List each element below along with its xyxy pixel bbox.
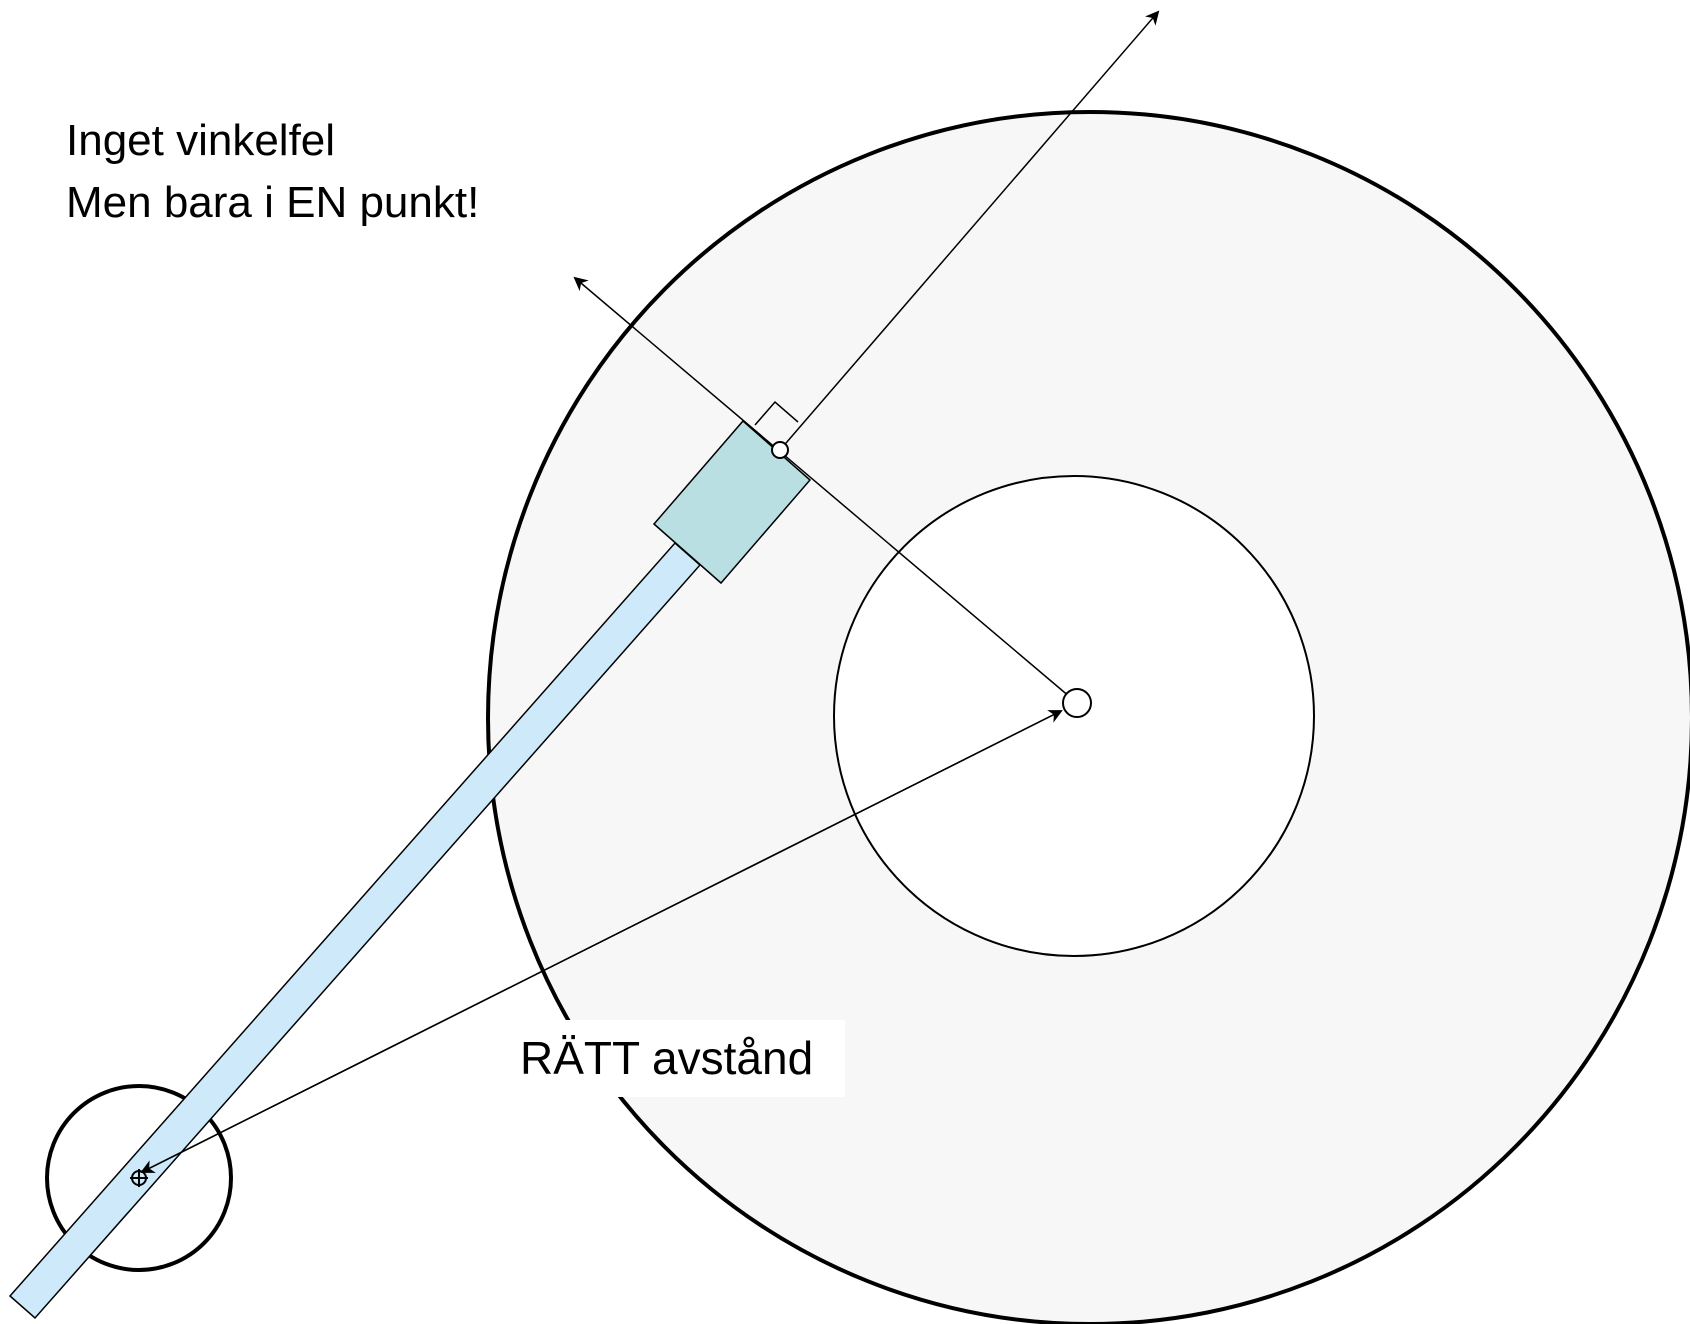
spindle-point (1062, 688, 1092, 718)
distance-arrow-to-pivot (140, 710, 1062, 1173)
pivot-point (130, 1169, 148, 1187)
tangent-arrow (779, 10, 1160, 451)
distance-label: RÄTT avstånd (512, 1020, 845, 1097)
right-angle-marker (754, 400, 799, 426)
caption-text: Inget vinkelfel Men bara i EN punkt! (66, 110, 479, 234)
caption-line-1: Inget vinkelfel (66, 116, 336, 165)
caption-line-2: Men bara i EN punkt! (66, 178, 480, 227)
stylus-point (771, 441, 789, 459)
cartridge-head (652, 419, 812, 585)
radius-arrow (573, 276, 1078, 704)
